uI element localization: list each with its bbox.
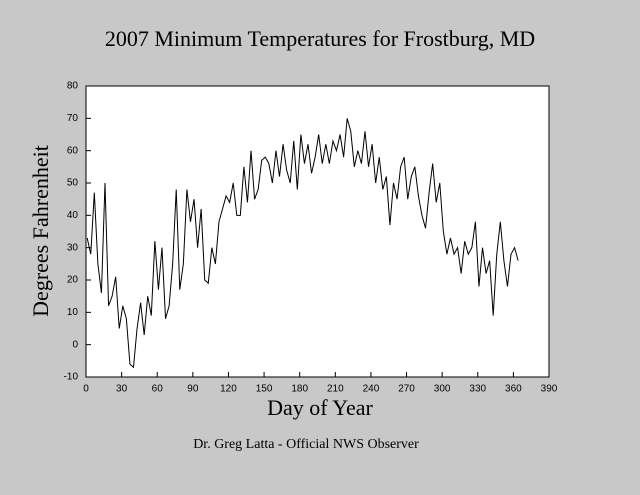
- y-axis-label: Degrees Fahrenheit: [28, 145, 53, 317]
- x-tick-label: 30: [116, 384, 128, 395]
- x-tick-label: 360: [505, 384, 522, 395]
- data-line: [86, 118, 519, 369]
- plot-area: [85, 85, 550, 378]
- y-tick-label: 0: [72, 339, 78, 350]
- x-tick-label: 120: [220, 384, 237, 395]
- y-tick-label: 40: [67, 210, 79, 221]
- y-tick-label: -10: [64, 372, 79, 383]
- y-tick-label: 60: [67, 145, 79, 156]
- x-axis-label: Day of Year: [267, 395, 373, 420]
- x-tick-label: 300: [434, 384, 451, 395]
- x-tick-label: 390: [541, 384, 558, 395]
- chart-title: 2007 Minimum Temperatures for Frostburg,…: [105, 26, 535, 51]
- x-tick-label: 270: [398, 384, 415, 395]
- y-tick-label: 70: [67, 113, 79, 124]
- x-tick-label: 210: [327, 384, 344, 395]
- x-tick-label: 240: [363, 384, 380, 395]
- y-tick-label: 50: [67, 178, 79, 189]
- x-tick-label: 150: [256, 384, 273, 395]
- x-tick-label: 330: [469, 384, 486, 395]
- y-tick-label: 20: [67, 275, 79, 286]
- y-tick-label: 80: [67, 81, 79, 92]
- x-tick-label: 60: [152, 384, 164, 395]
- x-tick-label: 180: [291, 384, 308, 395]
- x-tick-label: 90: [187, 384, 199, 395]
- x-tick-label: 0: [83, 384, 89, 395]
- y-tick-label: 10: [67, 307, 79, 318]
- footer: Dr. Greg Latta - Official NWS Observer: [193, 437, 419, 452]
- y-tick-label: 30: [67, 242, 79, 253]
